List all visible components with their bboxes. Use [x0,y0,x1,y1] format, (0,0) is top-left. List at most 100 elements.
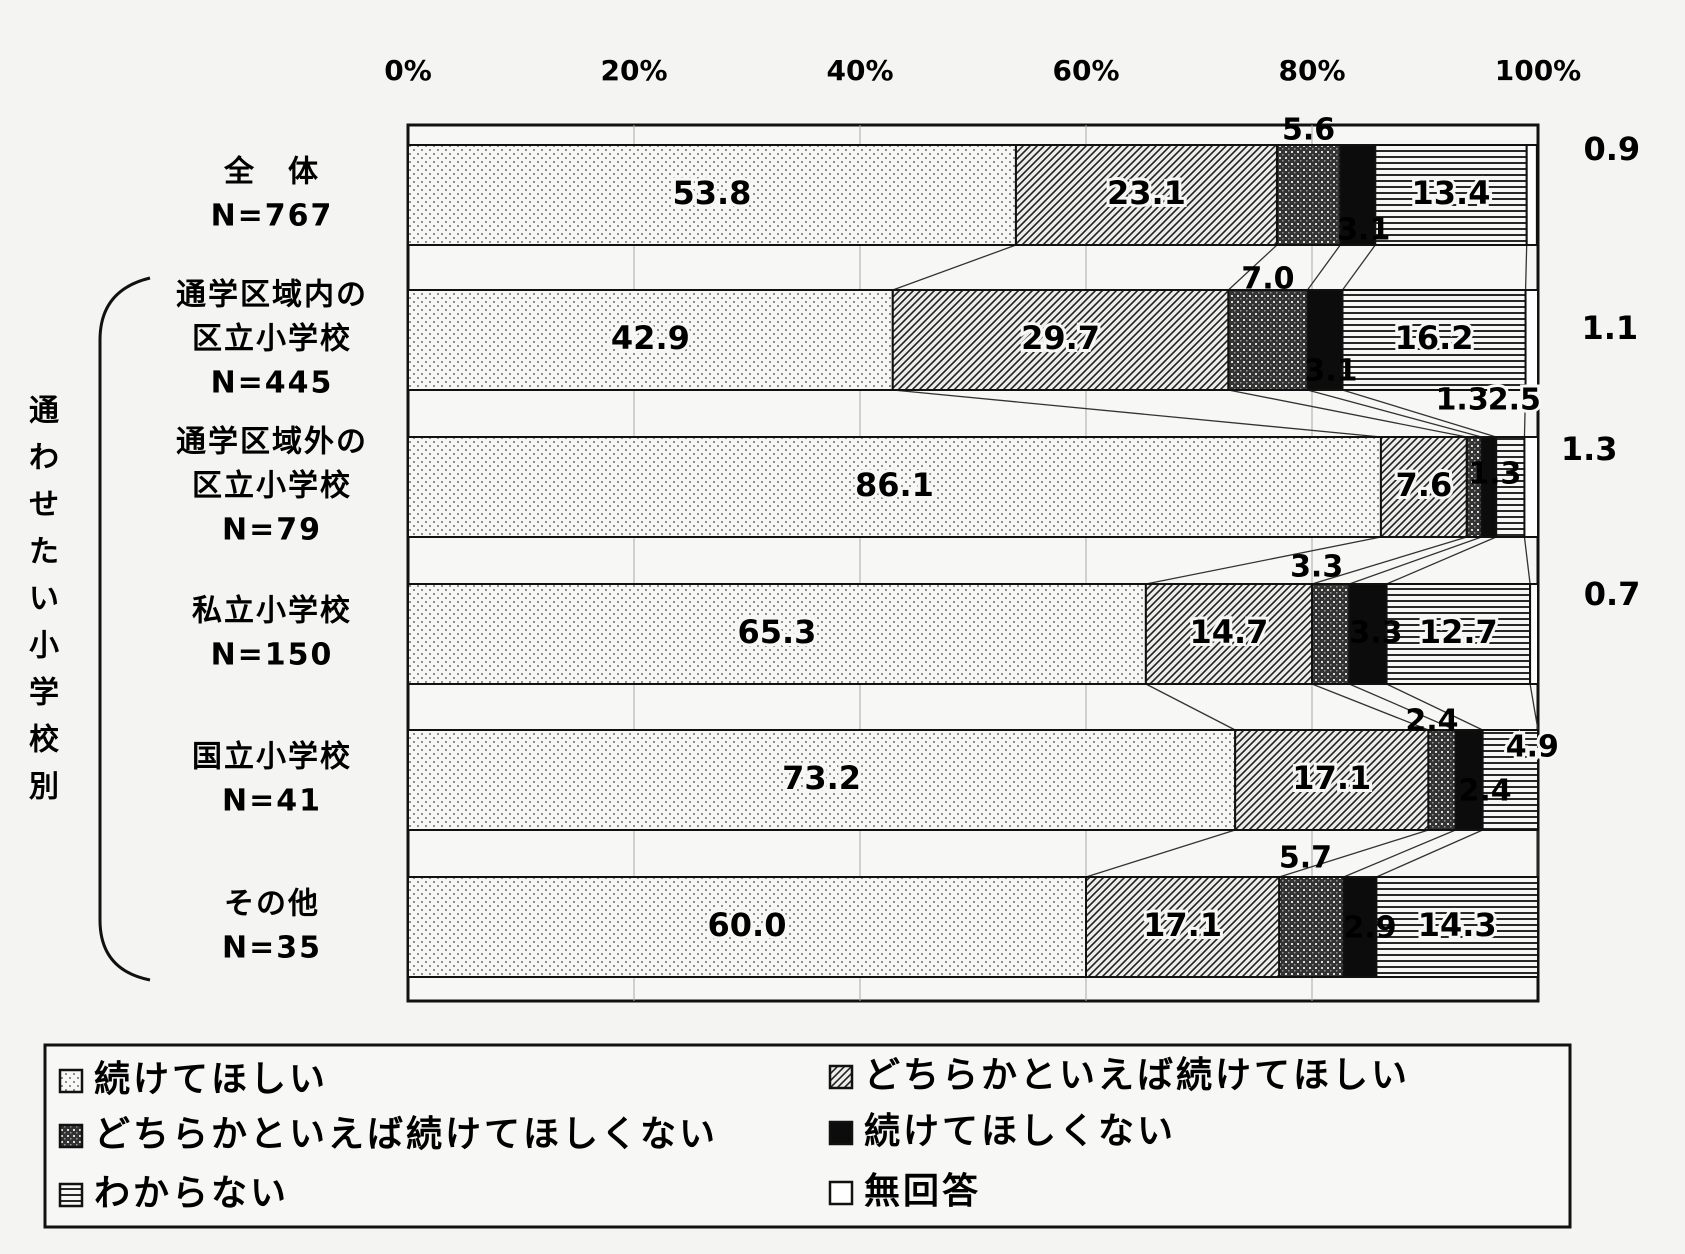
connector-line [1311,536,1467,585]
bar-segment [1529,583,1539,685]
bar-segment [1495,436,1526,538]
value-label: 5.7 [1279,841,1332,876]
category-label: その他 [224,887,320,922]
connector-lines [892,244,1539,878]
value-label: 65.3 [737,613,816,651]
value-label: 2.4 [1458,774,1511,809]
legend-label: 無回答 [864,1171,981,1212]
value-label: 16.2 [1395,319,1474,357]
connector-line [1376,829,1483,878]
value-label: 3.1 [1337,213,1390,248]
legend-label: わからない [94,1173,289,1214]
connector-line [1386,683,1483,731]
legend-swatch [828,1064,854,1090]
bar-segment [1379,436,1468,538]
category-n: N=767 [211,199,334,234]
bar-segment [1278,876,1345,978]
bar-segment [1339,144,1377,246]
value-label: 23.1 [1107,174,1186,212]
group-label-char: 通 [29,394,61,429]
value-label: 60.0 [708,906,787,944]
bar-segment [1427,729,1457,831]
bar-segment [1085,876,1281,978]
value-label: 17.1 [1292,759,1371,797]
group-label-char: い [29,582,61,617]
group-label-char: 別 [29,770,61,805]
group-label-char: せ [29,488,61,523]
legend-swatch [58,1123,84,1149]
connector-line [1523,536,1531,585]
value-label: 2.4 [1405,704,1458,739]
category-n: N=41 [222,784,322,819]
value-label: 73.2 [782,759,861,797]
category-label: 国立小学校 [192,740,352,775]
bar-segment [1375,876,1540,978]
bar-segment [1311,583,1351,685]
connector-line [1341,244,1376,291]
gridlines [633,125,1313,1001]
value-label: 2.9 [1343,911,1396,946]
category-n: N=150 [211,638,334,673]
category-label: 通学区域外の [176,425,368,460]
x-tick-label: 0% [384,54,432,87]
connector-line [1227,244,1278,291]
bar-segment [407,876,1087,978]
category-n: N=35 [222,931,322,966]
category-label: 区立小学校 [192,322,352,357]
connector-line [1145,536,1382,585]
bar-segment [1342,876,1378,978]
value-label: 29.7 [1021,319,1100,357]
bar-segment [1525,144,1538,246]
value-label: 7.6 [1396,466,1453,504]
bar-segment [1275,144,1342,246]
group-label-char: 学 [29,676,61,711]
x-axis-ticks: 0% 20% 40% 60% 80% 100% [384,54,1581,87]
bar-segment [1341,289,1527,391]
connector-line [1085,829,1236,878]
value-label: 14.3 [1418,906,1497,944]
bar-segment [407,289,894,391]
legend-swatch [58,1182,84,1208]
value-label: 4.9 [1506,730,1559,765]
value-label: 1.3 [1561,430,1618,468]
legend-swatch [828,1120,854,1146]
value-labels: 53.8 23.1 5.6 3.1 13.4 0.9 42.9 29.7 7.0 3.1 16.2 1… [608,113,1640,948]
bar-segment [1523,436,1539,538]
value-label: 17.1 [1143,906,1222,944]
connector-line [1349,683,1456,731]
group-bracket [98,276,151,982]
category-n: N=79 [222,513,322,548]
value-label: 42.9 [611,319,690,357]
value-label: 53.8 [672,174,751,212]
bar-segment [407,144,1017,246]
value-label: 1.1 [1581,309,1638,347]
connector-line [1306,244,1341,291]
category-label: 全 体 [223,155,320,190]
value-label: 5.6 [1282,113,1335,148]
legend-swatch [58,1068,84,1094]
bar-segment [407,583,1147,685]
bar-segment [1374,144,1528,246]
connector-line [1524,244,1528,291]
bars [407,144,1540,978]
legend-label: 続けてほしくない [864,1111,1176,1152]
value-label: 3.1 [1304,354,1357,389]
connector-line [1529,683,1539,731]
connector-line [1311,683,1429,731]
bar-segment [1385,583,1532,685]
x-tick-label: 80% [1278,54,1345,87]
connector-line [1145,683,1236,731]
connector-line [1386,536,1497,585]
value-label: 0.9 [1583,130,1640,168]
legend-box [43,1043,1572,1229]
legend-label: どちらかといえば続けてほしい [864,1055,1410,1096]
group-label-char: わ [29,441,61,476]
group-label-char: た [29,535,61,570]
category-label: 区立小学校 [192,469,352,504]
value-label: 3.3 [1290,550,1343,585]
connector-line [1307,389,1482,438]
value-label: 12.7 [1419,613,1498,651]
plot-area [406,123,1540,1003]
category-n: N=445 [211,366,334,401]
